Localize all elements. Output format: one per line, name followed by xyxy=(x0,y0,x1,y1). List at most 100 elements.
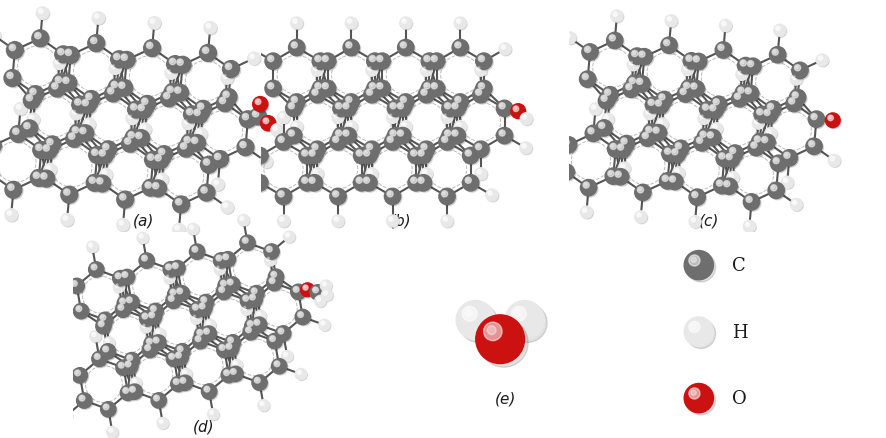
Circle shape xyxy=(727,155,730,158)
Circle shape xyxy=(276,136,293,152)
Circle shape xyxy=(609,143,626,159)
Circle shape xyxy=(441,191,447,198)
Circle shape xyxy=(196,328,211,344)
Circle shape xyxy=(93,14,105,26)
Circle shape xyxy=(617,173,619,176)
Circle shape xyxy=(368,170,372,175)
Circle shape xyxy=(476,81,492,97)
Circle shape xyxy=(48,141,51,144)
Circle shape xyxy=(38,10,43,14)
Circle shape xyxy=(400,97,407,103)
Circle shape xyxy=(27,114,39,126)
Circle shape xyxy=(442,113,454,125)
Circle shape xyxy=(245,320,261,335)
Circle shape xyxy=(207,409,219,420)
Circle shape xyxy=(719,21,732,32)
Circle shape xyxy=(77,307,80,310)
Circle shape xyxy=(81,99,97,116)
Circle shape xyxy=(618,136,634,152)
Circle shape xyxy=(6,210,19,223)
Circle shape xyxy=(125,296,140,311)
Circle shape xyxy=(70,280,86,295)
Circle shape xyxy=(391,132,394,135)
Circle shape xyxy=(630,62,633,64)
Circle shape xyxy=(612,169,629,186)
Circle shape xyxy=(94,354,100,360)
Circle shape xyxy=(394,128,411,145)
Circle shape xyxy=(42,175,45,177)
Circle shape xyxy=(452,40,469,57)
Circle shape xyxy=(282,351,292,362)
Circle shape xyxy=(152,336,167,352)
Circle shape xyxy=(142,127,144,129)
Circle shape xyxy=(175,199,182,205)
Circle shape xyxy=(116,360,131,375)
Circle shape xyxy=(418,87,434,104)
Circle shape xyxy=(210,411,213,413)
Circle shape xyxy=(830,157,835,161)
Circle shape xyxy=(367,66,379,78)
Circle shape xyxy=(343,103,349,110)
Circle shape xyxy=(753,135,769,152)
Circle shape xyxy=(439,189,455,205)
Circle shape xyxy=(202,327,218,343)
Circle shape xyxy=(629,61,633,66)
Circle shape xyxy=(71,109,83,121)
Circle shape xyxy=(711,97,727,113)
Circle shape xyxy=(272,273,275,276)
Circle shape xyxy=(159,149,165,155)
Circle shape xyxy=(72,281,77,287)
Circle shape xyxy=(641,132,657,148)
Circle shape xyxy=(96,319,111,334)
Circle shape xyxy=(80,128,86,134)
Circle shape xyxy=(424,84,430,90)
Circle shape xyxy=(564,141,567,144)
Circle shape xyxy=(795,65,801,72)
Circle shape xyxy=(279,217,284,222)
Circle shape xyxy=(785,154,788,157)
Circle shape xyxy=(255,311,266,322)
Circle shape xyxy=(585,126,602,142)
Circle shape xyxy=(101,316,104,319)
Circle shape xyxy=(446,105,448,108)
Circle shape xyxy=(287,129,303,146)
Circle shape xyxy=(746,197,752,203)
Circle shape xyxy=(273,360,288,375)
Circle shape xyxy=(168,71,170,73)
Circle shape xyxy=(268,258,269,260)
Circle shape xyxy=(169,59,175,66)
Circle shape xyxy=(639,52,645,58)
Circle shape xyxy=(735,95,738,98)
Circle shape xyxy=(74,369,89,384)
Circle shape xyxy=(157,331,159,333)
Circle shape xyxy=(322,322,323,324)
Circle shape xyxy=(761,108,778,124)
Circle shape xyxy=(432,57,435,60)
Circle shape xyxy=(777,28,779,30)
Circle shape xyxy=(354,148,369,164)
Text: (d): (d) xyxy=(193,418,214,433)
Circle shape xyxy=(248,53,260,65)
Circle shape xyxy=(636,79,642,85)
Circle shape xyxy=(249,54,261,66)
Circle shape xyxy=(418,151,424,157)
Circle shape xyxy=(24,123,30,130)
Circle shape xyxy=(301,178,307,184)
Circle shape xyxy=(28,115,41,127)
Circle shape xyxy=(728,147,744,163)
Circle shape xyxy=(53,363,65,374)
Circle shape xyxy=(159,177,161,179)
Circle shape xyxy=(35,144,51,160)
Circle shape xyxy=(241,237,256,252)
Circle shape xyxy=(103,404,109,410)
Circle shape xyxy=(294,288,297,291)
Circle shape xyxy=(37,9,50,21)
Circle shape xyxy=(657,120,669,131)
Circle shape xyxy=(27,96,30,99)
Circle shape xyxy=(228,337,233,343)
Circle shape xyxy=(219,287,224,293)
Circle shape xyxy=(175,88,181,94)
Circle shape xyxy=(628,60,641,73)
Circle shape xyxy=(150,20,155,24)
Circle shape xyxy=(176,288,183,294)
